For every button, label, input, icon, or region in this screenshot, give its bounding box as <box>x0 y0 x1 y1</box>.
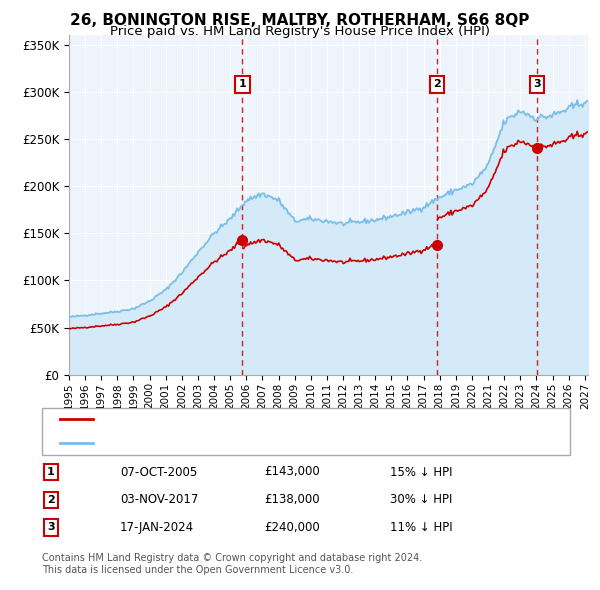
Text: 26, BONINGTON RISE, MALTBY, ROTHERHAM, S66 8QP (detached house): 26, BONINGTON RISE, MALTBY, ROTHERHAM, S… <box>99 414 502 424</box>
Text: 17-JAN-2024: 17-JAN-2024 <box>120 521 194 534</box>
Text: 26, BONINGTON RISE, MALTBY, ROTHERHAM, S66 8QP: 26, BONINGTON RISE, MALTBY, ROTHERHAM, S… <box>70 13 530 28</box>
Text: HPI: Average price, detached house, Rotherham: HPI: Average price, detached house, Roth… <box>99 438 367 447</box>
Text: 1: 1 <box>239 80 247 90</box>
Text: 1: 1 <box>47 467 55 477</box>
Text: 2: 2 <box>433 80 441 90</box>
Text: £240,000: £240,000 <box>264 521 320 534</box>
Text: 30% ↓ HPI: 30% ↓ HPI <box>390 493 452 506</box>
Text: 3: 3 <box>533 80 541 90</box>
Text: £138,000: £138,000 <box>264 493 320 506</box>
Text: Contains HM Land Registry data © Crown copyright and database right 2024.
This d: Contains HM Land Registry data © Crown c… <box>42 553 422 575</box>
Text: 03-NOV-2017: 03-NOV-2017 <box>120 493 199 506</box>
Text: 2: 2 <box>47 495 55 504</box>
Text: Price paid vs. HM Land Registry's House Price Index (HPI): Price paid vs. HM Land Registry's House … <box>110 25 490 38</box>
Text: 07-OCT-2005: 07-OCT-2005 <box>120 466 197 478</box>
Text: £143,000: £143,000 <box>264 466 320 478</box>
Text: 15% ↓ HPI: 15% ↓ HPI <box>390 466 452 478</box>
Text: 3: 3 <box>47 523 55 532</box>
Text: 11% ↓ HPI: 11% ↓ HPI <box>390 521 452 534</box>
